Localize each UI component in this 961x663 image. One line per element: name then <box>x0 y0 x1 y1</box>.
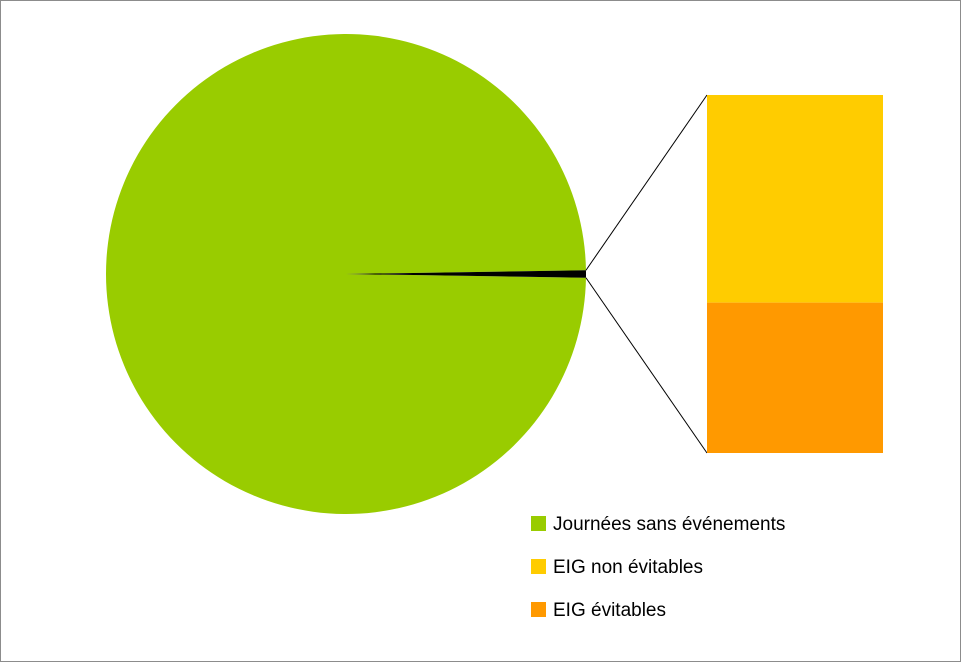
legend-item-eig-non-evitables: EIG non évitables <box>531 557 703 578</box>
pie-slice-autres <box>346 270 586 278</box>
connector-lines <box>585 94 708 454</box>
legend-label-eig-evitables: EIG évitables <box>553 600 666 621</box>
legend-swatch-journees <box>531 516 546 531</box>
legend-item-eig-evitables: EIG évitables <box>531 600 666 621</box>
secondary-stacked-bar <box>707 95 883 453</box>
connector-line-bottom <box>585 277 708 454</box>
legend-label-journees: Journées sans événements <box>553 514 785 535</box>
bar-segment-eig-evitables <box>707 302 883 453</box>
pie-slice-journees <box>106 34 586 515</box>
legend-label-eig-non-evitables: EIG non évitables <box>553 557 703 578</box>
legend-item-journees: Journées sans événements <box>531 514 785 535</box>
connector-line-top <box>585 94 708 271</box>
legend-swatch-eig-evitables <box>531 602 546 617</box>
pie <box>106 34 586 515</box>
bar-segment-eig-non-evitables <box>707 95 883 303</box>
legend: Journées sans événements EIG non évitabl… <box>531 514 785 621</box>
legend-swatch-eig-non-evitables <box>531 559 546 574</box>
